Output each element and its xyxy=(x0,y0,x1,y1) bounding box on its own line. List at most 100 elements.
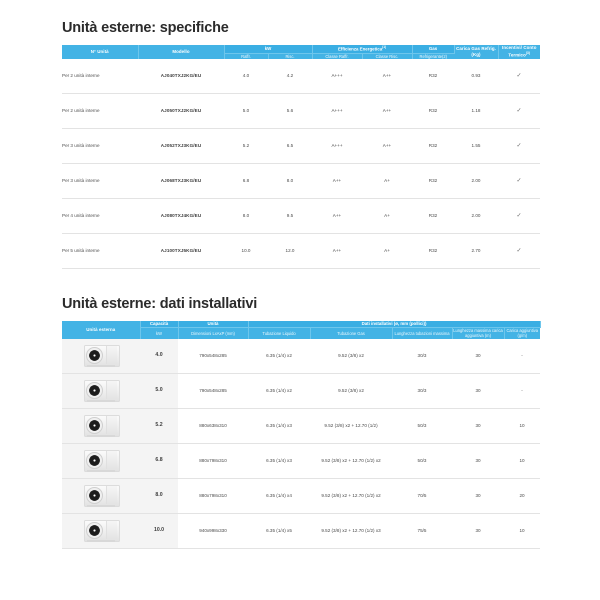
cell-dimensioni: 790x548x285 xyxy=(178,338,248,374)
col-header-unita-group: Unità xyxy=(178,321,249,329)
cell-carica: 1.55 xyxy=(454,128,499,164)
cell-unit-thumb xyxy=(62,373,140,409)
cell-lunghezza-carica: 30 xyxy=(452,443,504,479)
unit-side-shape xyxy=(106,345,117,364)
cell-unit-thumb xyxy=(62,338,140,374)
col-header-tubazione-liquido: Tubazione Liquido xyxy=(248,327,311,339)
cell-unita: Per 2 unità interne xyxy=(62,93,138,129)
cell-gas: R32 xyxy=(412,233,455,269)
cell-gas: R32 xyxy=(412,58,455,94)
cell-incentivi-check: ✓ xyxy=(498,58,541,94)
table-row: Per 3 unità interne AJ052TXJ3KG/EU 5.2 6… xyxy=(62,128,541,164)
outdoor-unit-icon xyxy=(81,447,121,473)
unit-fan-icon xyxy=(86,417,103,435)
outdoor-unit-icon xyxy=(81,412,121,438)
cell-incentivi-check: ✓ xyxy=(498,233,541,269)
cell-dimensioni: 880x798x310 xyxy=(178,478,248,514)
cell-gas: R32 xyxy=(412,163,455,199)
unit-side-shape xyxy=(106,485,117,504)
cell-lunghezza-carica: 30 xyxy=(452,478,504,514)
unit-foot-shape xyxy=(87,364,115,367)
cell-incentivi-check: ✓ xyxy=(498,163,541,199)
cell-classe-raffr: A+++ xyxy=(312,93,362,129)
col-header-carica-aggiuntiva: Carica aggiuntiva (g/m) xyxy=(504,327,541,339)
incentivi-label: Incentivi/ Conto Termico xyxy=(502,45,537,58)
cell-dimensioni: 790x548x285 xyxy=(178,373,248,409)
cell-carica-aggiuntiva: - xyxy=(504,373,541,409)
outdoor-unit-icon xyxy=(81,482,121,508)
cell-carica-aggiuntiva: 20 xyxy=(504,478,541,514)
cell-lunghezza-carica: 30 xyxy=(452,513,504,549)
table-row: Per 2 unità interne AJ040TXJ2KG/EU 4.0 4… xyxy=(62,58,541,94)
cell-tubazione-gas: 9.52 (3/8) x2 + 12.70 (1/2) x2 xyxy=(310,443,392,479)
unit-fan-icon xyxy=(86,452,103,470)
efficienza-footnote: (1) xyxy=(382,45,387,50)
cell-kw-raffr: 4.0 xyxy=(224,58,268,94)
col-header-tubazione-gas: Tubazione Gas xyxy=(310,327,393,339)
cell-kw-raffr: 10.0 xyxy=(224,233,268,269)
cell-modello: AJ080TXJ4KG/EU xyxy=(138,198,224,234)
table-header-dati-installativi: Unità esterna Capacità Unità Dati instal… xyxy=(62,321,541,339)
outdoor-unit-icon xyxy=(81,377,121,403)
col-header-capacita-group: Capacità xyxy=(140,321,179,329)
cell-modello: AJ052TXJ3KG/EU xyxy=(138,128,224,164)
cell-tubazione-gas: 9.52 (3/8) x2 + 12.70 (1/2) x3 xyxy=(310,513,392,549)
col-header-efficienza-group: Efficienza Energetica(1) xyxy=(312,45,413,54)
col-header-dati-group: Dati installativi (ø, mm (pollici)) xyxy=(248,321,541,329)
cell-modello: AJ068TXJ3KG/EU xyxy=(138,163,224,199)
table-row: Per 2 unità interne AJ050TXJ2KG/EU 5.0 5… xyxy=(62,93,541,129)
cell-unit-thumb xyxy=(62,478,140,514)
cell-incentivi-check: ✓ xyxy=(498,128,541,164)
section-specifiche: Unità esterne: specifiche N° Unità Model… xyxy=(62,20,541,269)
cell-classe-risc: A+ xyxy=(362,233,413,269)
unit-foot-shape xyxy=(87,399,115,402)
table-row: 4.0 790x548x285 6.35 (1/4) x2 9.52 (3/8)… xyxy=(62,338,541,374)
cell-modello: AJ100TXJ5KG/EU xyxy=(138,233,224,269)
unit-side-shape xyxy=(106,415,117,434)
cell-classe-risc: A++ xyxy=(362,58,413,94)
cell-unit-thumb xyxy=(62,408,140,444)
cell-tubazione-liquido: 6.35 (1/4) x3 xyxy=(248,408,310,444)
cell-kw-risc: 6.5 xyxy=(268,128,312,164)
table-row: Per 5 unità interne AJ100TXJ5KG/EU 10.0 … xyxy=(62,233,541,269)
cell-unita: Per 4 unità interne xyxy=(62,198,138,234)
table-row: 5.2 880x638x310 6.35 (1/4) x3 9.52 (3/8)… xyxy=(62,408,541,444)
cell-kw-risc: 12.0 xyxy=(268,233,312,269)
table-header-specifiche: N° Unità Modello kW Efficienza Energetic… xyxy=(62,45,541,59)
cell-classe-raffr: A+++ xyxy=(312,58,362,94)
cell-kw-risc: 4.2 xyxy=(268,58,312,94)
unit-foot-shape xyxy=(87,504,115,507)
col-header-modello: Modello xyxy=(138,45,225,59)
table-body-specifiche: Per 2 unità interne AJ040TXJ2KG/EU 4.0 4… xyxy=(62,58,541,269)
cell-tubazione-gas: 9.52 (3/8) x2 xyxy=(310,373,392,409)
cell-classe-risc: A++ xyxy=(362,128,413,164)
cell-kw-raffr: 8.0 xyxy=(224,198,268,234)
cell-tubazione-gas: 9.52 (3/8) x2 + 12.70 (1/2) x2 xyxy=(310,478,392,514)
cell-tubazione-liquido: 6.35 (1/4) x3 xyxy=(248,443,310,479)
cell-classe-risc: A+ xyxy=(362,163,413,199)
section-dati-installativi: Unità esterne: dati installativi Unità e… xyxy=(62,296,541,549)
cell-kw-raffr: 6.8 xyxy=(224,163,268,199)
cell-unit-thumb xyxy=(62,513,140,549)
cell-carica-aggiuntiva: 10 xyxy=(504,513,541,549)
cell-lunghezza-carica: 30 xyxy=(452,338,504,374)
col-header-kw-group: kW xyxy=(224,45,313,54)
efficienza-label: Efficienza Energetica xyxy=(337,46,383,52)
table-specifiche: N° Unità Modello kW Efficienza Energetic… xyxy=(62,45,541,269)
cell-classe-risc: A+ xyxy=(362,198,413,234)
page-title-dati-installativi: Unità esterne: dati installativi xyxy=(62,296,258,312)
outdoor-unit-icon xyxy=(81,342,121,368)
table-row: Per 4 unità interne AJ080TXJ4KG/EU 8.0 9… xyxy=(62,198,541,234)
col-header-lunghezza-max: Lunghezza tubazioni massima xyxy=(392,327,453,339)
cell-unita: Per 3 unità interne xyxy=(62,163,138,199)
cell-lunghezza-carica: 30 xyxy=(452,408,504,444)
cell-capacita: 5.0 xyxy=(140,373,178,409)
cell-unit-thumb xyxy=(62,443,140,479)
cell-carica: 0.93 xyxy=(454,58,499,94)
gas-label: Gas xyxy=(428,46,438,52)
cell-tubazione-liquido: 6.35 (1/4) x2 xyxy=(248,373,310,409)
col-header-kw-risc: Risc. xyxy=(268,53,313,59)
col-header-gas-group: Gas xyxy=(412,45,455,54)
cell-carica: 1.18 xyxy=(454,93,499,129)
cell-gas: R32 xyxy=(412,198,455,234)
